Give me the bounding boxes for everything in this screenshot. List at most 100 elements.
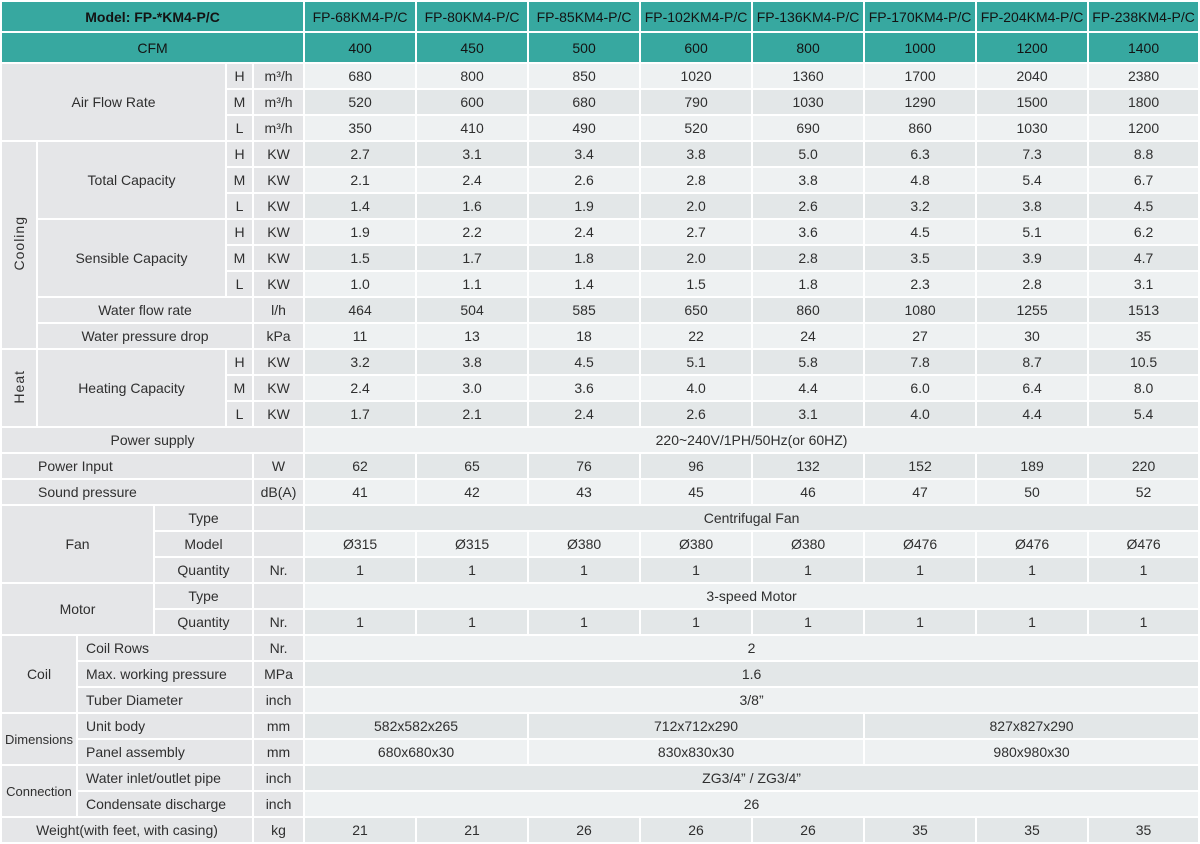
value-cell: 1030 <box>977 116 1088 140</box>
value-cell: 6.3 <box>865 142 976 166</box>
label-panel-assembly: Panel assembly <box>78 740 252 764</box>
value-cell: 4.4 <box>977 402 1088 426</box>
value-cell: 680 <box>529 90 640 114</box>
value-cell: 1.5 <box>305 246 416 270</box>
table-row: Power Input W 62 65 76 96 132 152 189 220 <box>2 454 1199 478</box>
unit-body-value: 712x712x290 <box>529 714 864 738</box>
table-row: Heat Heating Capacity H KW 3.2 3.8 4.5 5.1 5… <box>2 350 1199 426</box>
label-sound-pressure: Sound pressure <box>2 480 252 504</box>
label-fan-quantity: Quantity <box>155 558 252 582</box>
value-cell: 1.9 <box>305 220 416 244</box>
table-row: M KW 1.5 1.7 1.8 2.0 2.8 3.5 3.9 4.7 <box>2 246 1199 270</box>
unit-cell: KW <box>254 246 304 270</box>
value-cell: 1.9 <box>529 194 640 218</box>
cooling-vertical-text: Cooling <box>11 216 27 271</box>
label-motor-quantity: Quantity <box>155 610 252 634</box>
value-cell: 3.2 <box>865 194 976 218</box>
group-label-motor: Motor <box>2 584 153 634</box>
table-row: Sound pressure dB(A) 41 42 43 45 46 47 50 52 <box>2 480 1199 504</box>
condensate-value: 26 <box>305 792 1199 816</box>
label-air-flow-rate: Air Flow Rate <box>2 64 225 140</box>
label-unit-body: Unit body <box>78 714 252 738</box>
value-cell: 3.1 <box>753 402 864 426</box>
cfm-value-cell: 500 <box>529 33 640 62</box>
value-cell: 5.1 <box>641 350 752 374</box>
cfm-value-cell: 600 <box>641 33 752 62</box>
value-cell: 1 <box>305 558 416 582</box>
model-name-cell: FP-238KM4-P/C <box>1089 2 1199 31</box>
value-cell: 2.6 <box>641 402 752 426</box>
value-cell: 2.0 <box>641 246 752 270</box>
group-label-heat: Heat <box>2 350 36 426</box>
unit-cell: m³/h <box>254 64 304 88</box>
unit-cell: KW <box>254 142 304 166</box>
speed-label-cell: H <box>227 350 252 374</box>
coil-rows-value: 2 <box>305 636 1199 660</box>
value-cell: 26 <box>529 818 640 842</box>
cfm-value-cell: 450 <box>417 33 528 62</box>
value-cell: 30 <box>977 324 1088 348</box>
value-cell: 1 <box>1089 558 1199 582</box>
value-cell: 1 <box>977 610 1088 634</box>
value-cell: 1080 <box>865 298 976 322</box>
label-coil-rows: Coil Rows <box>78 636 252 660</box>
speed-label-cell: H <box>227 142 252 166</box>
unit-cell: KW <box>254 376 304 400</box>
group-label-cooling: Cooling <box>2 142 36 348</box>
value-cell: 860 <box>753 298 864 322</box>
value-cell: 43 <box>529 480 640 504</box>
value-cell: 189 <box>977 454 1088 478</box>
value-cell: 35 <box>1089 818 1199 842</box>
value-cell: Ø380 <box>641 532 752 556</box>
value-cell: 2.6 <box>529 168 640 192</box>
value-cell: 8.0 <box>1089 376 1199 400</box>
label-water-pressure-drop: Water pressure drop <box>38 324 252 348</box>
value-cell: 65 <box>417 454 528 478</box>
table-row: Connection Water inlet/outlet pipe inch … <box>2 766 1199 816</box>
value-cell: 2.7 <box>641 220 752 244</box>
value-cell: 76 <box>529 454 640 478</box>
table-row: L KW 1.0 1.1 1.4 1.5 1.8 2.3 2.8 3.1 <box>2 272 1199 296</box>
value-cell: 1255 <box>977 298 1088 322</box>
value-cell: 8.8 <box>1089 142 1199 166</box>
model-name-cell: FP-204KM4-P/C <box>977 2 1088 31</box>
table-row: Weight(with feet, with casing) kg 21 21 26… <box>2 818 1199 842</box>
value-cell: 35 <box>865 818 976 842</box>
value-cell: 850 <box>529 64 640 88</box>
table-row: Coil Coil Rows Nr. 2 <box>2 636 1199 712</box>
value-cell: 3.8 <box>753 168 864 192</box>
value-cell: 2.8 <box>753 246 864 270</box>
value-cell: 1.8 <box>753 272 864 296</box>
table-row: Water flow rate l/h 464 504 585 650 860 1080 1… <box>2 298 1199 322</box>
panel-assembly-value: 980x980x30 <box>865 740 1199 764</box>
unit-cell: Nr. <box>254 610 304 634</box>
unit-cell: inch <box>254 766 304 790</box>
table-row: CFM 400 450 500 600 800 1000 1200 1400 <box>2 33 1199 62</box>
value-cell: 3.0 <box>417 376 528 400</box>
unit-cell: m³/h <box>254 90 304 114</box>
max-pressure-value: 1.6 <box>305 662 1199 686</box>
value-cell: 2.0 <box>641 194 752 218</box>
speed-label-cell: L <box>227 116 252 140</box>
panel-assembly-value: 830x830x30 <box>529 740 864 764</box>
table-row: Fan Type Centrifugal Fan <box>2 506 1199 582</box>
cfm-value-cell: 1000 <box>865 33 976 62</box>
value-cell: 1.0 <box>305 272 416 296</box>
value-cell: 520 <box>641 116 752 140</box>
value-cell: 860 <box>865 116 976 140</box>
unit-cell: m³/h <box>254 116 304 140</box>
label-weight: Weight(with feet, with casing) <box>2 818 252 842</box>
value-cell: 27 <box>865 324 976 348</box>
table-row: Max. working pressure MPa 1.6 <box>2 662 1199 686</box>
value-cell: 1 <box>529 610 640 634</box>
value-cell: 1020 <box>641 64 752 88</box>
value-cell: 5.4 <box>1089 402 1199 426</box>
speed-label-cell: M <box>227 246 252 270</box>
table-row: Air Flow Rate H m³/h 680 800 850 1020 1360 17… <box>2 64 1199 140</box>
value-cell: 3.5 <box>865 246 976 270</box>
value-cell: 2.1 <box>305 168 416 192</box>
value-cell: 1.7 <box>305 402 416 426</box>
value-cell: 26 <box>641 818 752 842</box>
